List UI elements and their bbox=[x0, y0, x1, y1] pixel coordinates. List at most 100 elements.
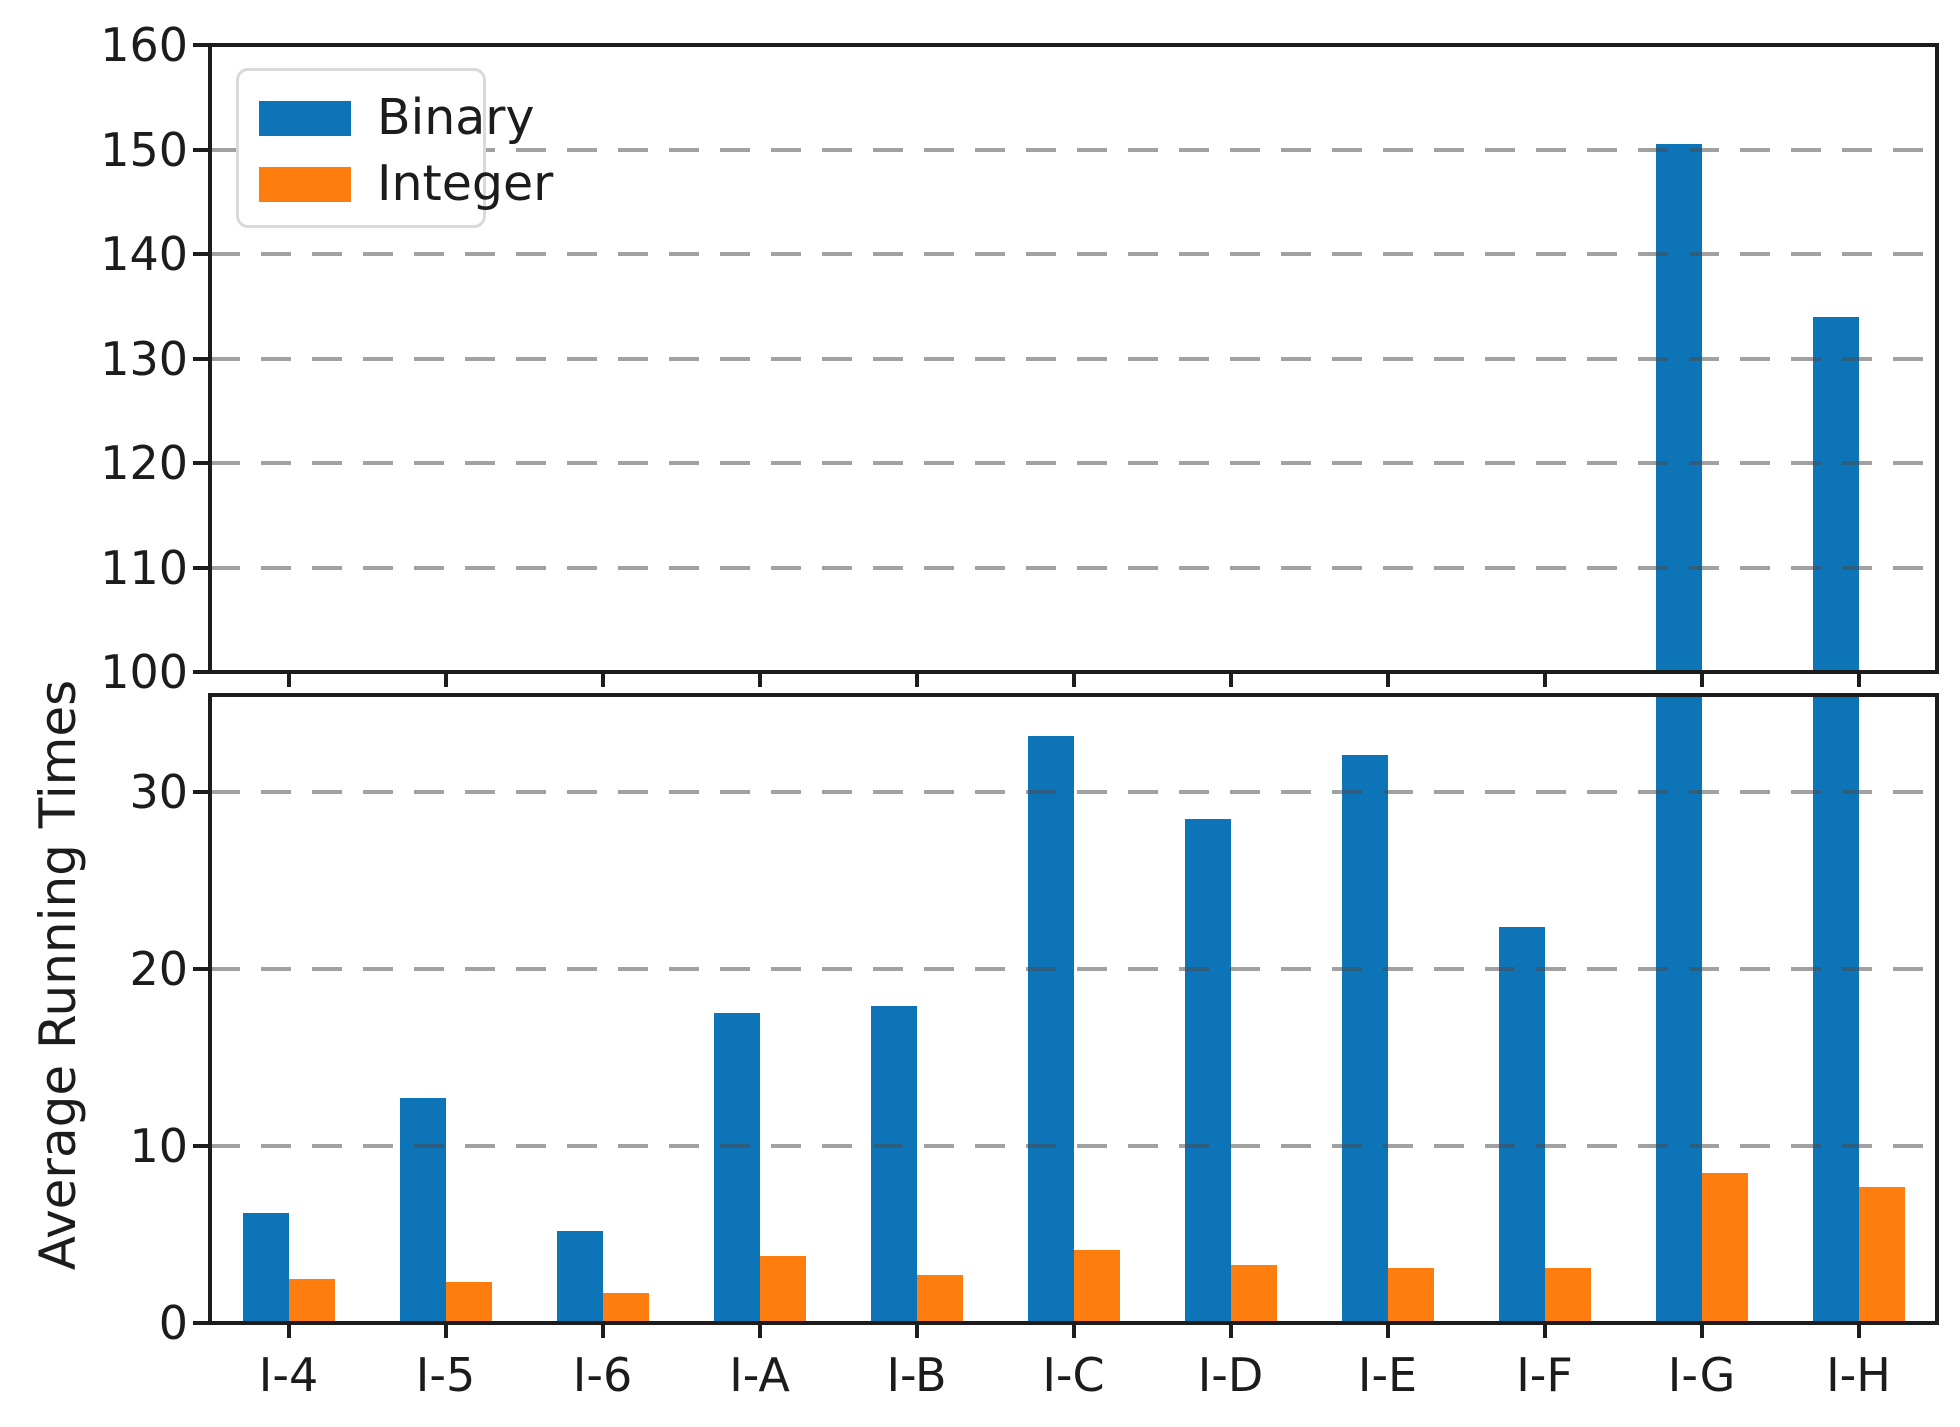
bar-binary-I-G bbox=[1655, 695, 1702, 1323]
x-tick-mark bbox=[1385, 1323, 1390, 1338]
bar-binary-I-G bbox=[1655, 144, 1702, 672]
y-tick-label: 160 bbox=[100, 18, 188, 72]
y-tick-mark bbox=[193, 565, 208, 570]
x-tick-mark bbox=[1228, 672, 1233, 687]
gridline-y-110 bbox=[210, 565, 1937, 570]
legend-entry-binary: Binary bbox=[259, 85, 534, 151]
spine-left bbox=[208, 43, 212, 674]
x-tick-label-I-E: I-E bbox=[1357, 1348, 1418, 1402]
x-tick-mark bbox=[1542, 1323, 1547, 1338]
bar-integer-I-F bbox=[1544, 1268, 1591, 1323]
x-tick-mark bbox=[757, 1323, 762, 1338]
y-tick-mark bbox=[193, 252, 208, 256]
bar-binary-I-C bbox=[1027, 735, 1074, 1323]
bar-binary-I-4 bbox=[242, 1213, 289, 1323]
bar-integer-I-A bbox=[759, 1255, 806, 1323]
spine-top bbox=[208, 43, 1939, 47]
x-tick-label-I-4: I-4 bbox=[258, 1348, 319, 1402]
x-tick-label-I-A: I-A bbox=[729, 1348, 790, 1402]
x-tick-mark bbox=[914, 1323, 919, 1338]
legend-entry-integer: Integer bbox=[259, 151, 553, 217]
y-tick-label: 0 bbox=[158, 1296, 188, 1350]
bar-integer-I-4 bbox=[288, 1278, 335, 1323]
y-tick-mark bbox=[193, 356, 208, 361]
y-tick-label: 120 bbox=[100, 436, 188, 490]
bar-binary-I-A bbox=[713, 1013, 760, 1323]
bar-binary-I-E bbox=[1341, 755, 1388, 1323]
bar-integer-I-C bbox=[1073, 1250, 1120, 1323]
y-tick-mark bbox=[193, 1321, 208, 1325]
x-tick-mark bbox=[914, 672, 919, 687]
spine-bottom bbox=[208, 1321, 1939, 1325]
x-tick-label-I-C: I-C bbox=[1042, 1348, 1105, 1402]
y-tick-label: 150 bbox=[100, 122, 188, 177]
x-tick-label-I-G: I-G bbox=[1667, 1348, 1736, 1402]
bar-integer-I-H bbox=[1858, 1186, 1905, 1323]
x-tick-mark bbox=[757, 672, 762, 687]
x-tick-mark bbox=[1071, 672, 1076, 687]
x-tick-label-I-6: I-6 bbox=[572, 1348, 633, 1402]
x-tick-label-I-B: I-B bbox=[886, 1348, 947, 1402]
legend-label-integer: Integer bbox=[377, 155, 554, 212]
spine-left bbox=[208, 693, 212, 1325]
x-tick-label-I-F: I-F bbox=[1516, 1348, 1573, 1402]
bar-integer-I-D bbox=[1230, 1264, 1277, 1323]
gridline-y-140 bbox=[210, 252, 1937, 256]
gridline-y-30 bbox=[210, 790, 1937, 795]
gridline-y-20 bbox=[210, 967, 1937, 972]
y-tick-mark bbox=[193, 967, 208, 972]
x-tick-mark bbox=[286, 672, 291, 687]
x-tick-mark bbox=[1385, 672, 1390, 687]
y-tick-mark bbox=[193, 461, 208, 465]
x-tick-mark bbox=[600, 1323, 605, 1338]
y-tick-label: 10 bbox=[129, 1119, 188, 1174]
gridline-y-130 bbox=[210, 356, 1937, 361]
bottom-axis-panel bbox=[210, 695, 1937, 1323]
x-tick-mark bbox=[600, 672, 605, 687]
x-tick-mark bbox=[1699, 1323, 1704, 1338]
x-tick-label-I-H: I-H bbox=[1826, 1348, 1891, 1402]
x-tick-mark bbox=[1856, 1323, 1861, 1338]
bar-binary-I-5 bbox=[399, 1098, 446, 1323]
y-tick-label: 110 bbox=[100, 540, 188, 595]
bar-binary-I-H bbox=[1812, 316, 1859, 672]
bar-integer-I-E bbox=[1387, 1268, 1434, 1323]
integer-legend-swatch-icon bbox=[259, 166, 351, 202]
y-tick-label: 130 bbox=[100, 331, 188, 386]
x-tick-mark bbox=[1699, 672, 1704, 687]
x-tick-mark bbox=[1542, 672, 1547, 687]
y-tick-mark bbox=[193, 43, 208, 47]
y-tick-mark bbox=[193, 670, 208, 674]
x-tick-mark bbox=[1856, 672, 1861, 687]
bar-binary-I-F bbox=[1498, 926, 1545, 1323]
bar-integer-I-6 bbox=[602, 1292, 649, 1323]
spine-bottom bbox=[208, 670, 1939, 674]
legend: Binary Integer bbox=[236, 68, 553, 228]
spine-top bbox=[208, 693, 1939, 697]
legend-label-binary: Binary bbox=[377, 89, 535, 146]
y-tick-label: 20 bbox=[129, 942, 188, 997]
gridline-y-150 bbox=[210, 147, 1937, 152]
y-tick-mark bbox=[193, 147, 208, 152]
y-tick-mark bbox=[193, 1144, 208, 1149]
bar-integer-I-G bbox=[1701, 1172, 1748, 1323]
gridline-y-120 bbox=[210, 461, 1937, 465]
x-tick-mark bbox=[1228, 1323, 1233, 1338]
y-tick-label: 100 bbox=[100, 645, 188, 699]
y-tick-mark bbox=[193, 790, 208, 795]
spine-right bbox=[1935, 43, 1939, 674]
x-tick-label-I-5: I-5 bbox=[415, 1348, 476, 1402]
bar-binary-I-H bbox=[1812, 695, 1859, 1323]
x-tick-mark bbox=[286, 1323, 291, 1338]
bar-binary-I-B bbox=[870, 1006, 917, 1323]
x-tick-mark bbox=[443, 1323, 448, 1338]
bar-integer-I-5 bbox=[445, 1282, 492, 1323]
y-tick-label: 140 bbox=[100, 227, 188, 281]
y-tick-label: 30 bbox=[129, 765, 188, 820]
bar-binary-I-6 bbox=[556, 1231, 603, 1323]
bar-binary-I-D bbox=[1184, 818, 1231, 1323]
x-tick-mark bbox=[443, 672, 448, 687]
gridline-y-10 bbox=[210, 1144, 1937, 1149]
binary-legend-swatch-icon bbox=[259, 100, 351, 136]
